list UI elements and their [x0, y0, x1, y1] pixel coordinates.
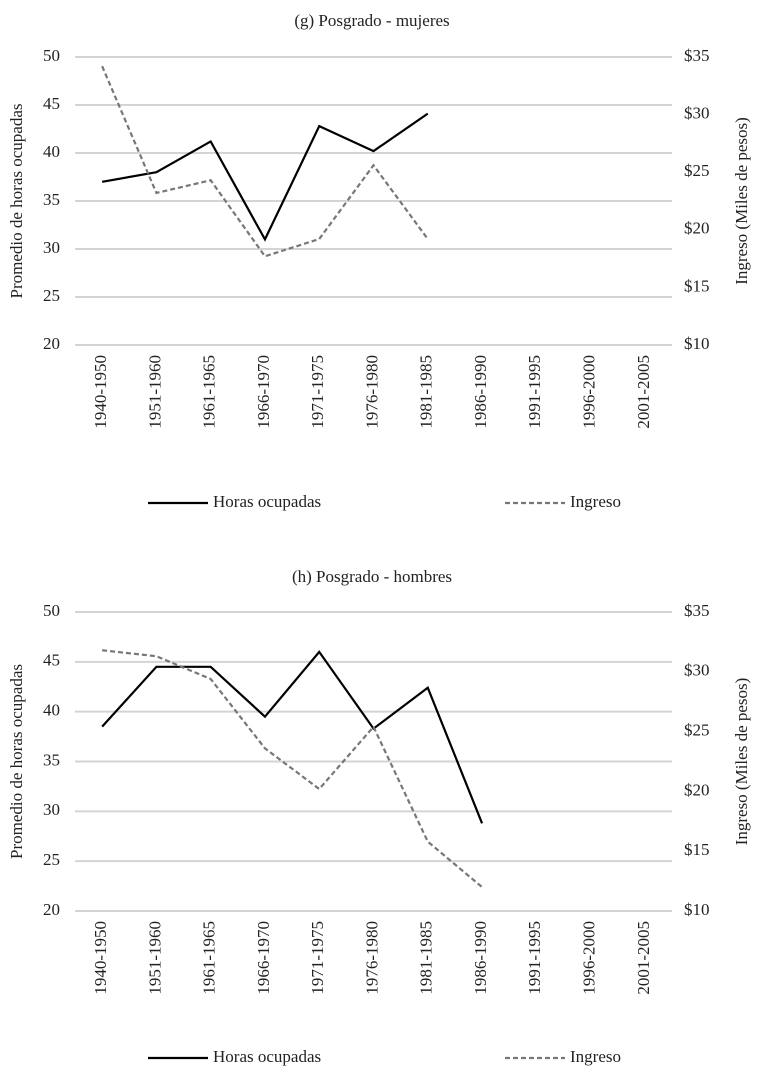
- x-tick-label: 1971-1975: [308, 921, 327, 995]
- x-tick-label: 1981-1985: [417, 355, 436, 429]
- x-tick-label: 1986-1990: [471, 921, 490, 995]
- y-tick-label: 20: [43, 334, 60, 353]
- y-tick-label: 45: [43, 651, 60, 670]
- series-line: [102, 649, 483, 888]
- chart-title: (h) Posgrado - hombres: [292, 567, 452, 586]
- y-tick-label: 40: [43, 142, 60, 161]
- y-tick-label: 30: [43, 800, 60, 819]
- y2-tick-label: $30: [684, 661, 710, 680]
- x-tick-label: 1971-1975: [308, 355, 327, 429]
- series-line: [101, 112, 429, 242]
- y2-tick-label: $10: [684, 334, 710, 353]
- x-tick-label: 2001-2005: [634, 921, 653, 995]
- x-tick-label: 1981-1985: [417, 921, 436, 995]
- x-tick-label: 1991-1995: [525, 921, 544, 995]
- x-tick-label: 1966-1970: [254, 921, 273, 995]
- x-tick-label: 1951-1960: [145, 355, 164, 429]
- x-tick-label: 1996-2000: [579, 921, 598, 995]
- x-tick-label: 1961-1965: [200, 921, 219, 995]
- y2-tick-label: $25: [684, 161, 710, 180]
- x-tick-label: 2001-2005: [634, 355, 653, 429]
- y2-tick-label: $20: [684, 780, 710, 799]
- x-tick-label: 1986-1990: [471, 355, 490, 429]
- chart-title: (g) Posgrado - mujeres: [294, 11, 449, 30]
- y2-tick-label: $30: [684, 104, 710, 123]
- x-tick-label: 1966-1970: [254, 355, 273, 429]
- y2-tick-label: $10: [684, 900, 710, 919]
- legend-label: Horas ocupadas: [213, 492, 321, 511]
- y-axis-label: Promedio de horas ocupadas: [7, 104, 26, 299]
- x-tick-label: 1961-1965: [200, 355, 219, 429]
- y-axis-label: Promedio de horas ocupadas: [7, 664, 26, 859]
- y2-tick-label: $15: [684, 840, 710, 859]
- legend-label: Ingreso: [570, 492, 621, 511]
- y-tick-label: 30: [43, 238, 60, 257]
- y2-tick-label: $35: [684, 601, 710, 620]
- y-tick-label: 35: [43, 750, 60, 769]
- x-tick-label: 1951-1960: [145, 921, 164, 995]
- y-tick-label: 25: [43, 850, 60, 869]
- series-line: [101, 65, 429, 258]
- y2-tick-label: $35: [684, 46, 710, 65]
- x-tick-label: 1940-1950: [91, 355, 110, 429]
- y-tick-label: 40: [43, 701, 60, 720]
- y2-axis-label: Ingreso (Miles de pesos): [732, 117, 751, 285]
- x-tick-label: 1940-1950: [91, 921, 110, 995]
- x-tick-label: 1976-1980: [362, 355, 381, 429]
- x-tick-label: 1976-1980: [362, 921, 381, 995]
- y-tick-label: 35: [43, 190, 60, 209]
- y2-axis-label: Ingreso (Miles de pesos): [732, 678, 751, 846]
- legend-label: Horas ocupadas: [213, 1047, 321, 1066]
- y-tick-label: 50: [43, 46, 60, 65]
- y-tick-label: 45: [43, 94, 60, 113]
- x-tick-label: 1996-2000: [579, 355, 598, 429]
- y2-tick-label: $25: [684, 721, 710, 740]
- y2-tick-label: $20: [684, 219, 710, 238]
- y-tick-label: 50: [43, 601, 60, 620]
- x-tick-label: 1991-1995: [525, 355, 544, 429]
- y-tick-label: 25: [43, 286, 60, 305]
- y2-tick-label: $15: [684, 276, 710, 295]
- legend-label: Ingreso: [570, 1047, 621, 1066]
- series-line: [101, 650, 484, 824]
- y-tick-label: 20: [43, 900, 60, 919]
